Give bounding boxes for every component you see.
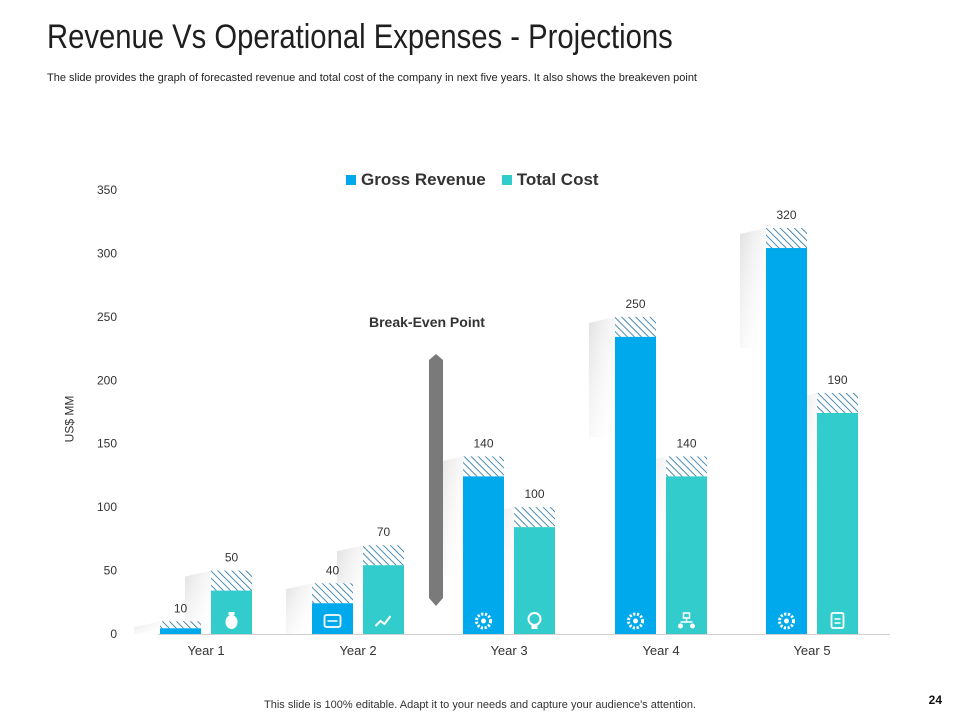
- bar-hatch-cap: [666, 456, 707, 477]
- bar-hatch-cap: [766, 228, 807, 249]
- bar-hatch-cap: [160, 621, 201, 629]
- data-label: 100: [524, 487, 544, 501]
- lightbulb-icon: [527, 612, 542, 629]
- bar-hatch-cap: [211, 570, 252, 591]
- bar-total-cost: [817, 412, 858, 634]
- bar-gross-revenue: [312, 603, 353, 634]
- gear-icon: [627, 612, 644, 630]
- bar-hatch-cap: [615, 316, 656, 337]
- data-label: 40: [326, 563, 340, 577]
- bar-shadow: [437, 456, 463, 577]
- y-tick-label: 100: [97, 500, 117, 514]
- bar-shadow: [185, 570, 211, 634]
- legend-item-gross-revenue: Gross Revenue: [346, 170, 486, 190]
- y-tick-label: 200: [97, 373, 117, 387]
- bar-shadow: [286, 583, 312, 634]
- y-tick-label: 350: [97, 183, 117, 197]
- page-title: Revenue Vs Operational Expenses - Projec…: [47, 18, 673, 56]
- footer-note: This slide is 100% editable. Adapt it to…: [264, 699, 696, 711]
- legend-item-total-cost: Total Cost: [501, 170, 599, 190]
- legend-label-total-cost: Total Cost: [516, 170, 599, 189]
- bar-gross-revenue: [766, 248, 807, 635]
- bar-shadow: [589, 316, 615, 437]
- page-number: 24: [928, 693, 942, 707]
- bar-hatch-cap: [463, 456, 504, 477]
- x-tick-label: Year 2: [339, 643, 376, 658]
- bar-gross-revenue: [463, 476, 504, 634]
- y-tick-label: 0: [110, 627, 117, 641]
- bar-hatch-cap: [817, 392, 858, 413]
- legend-swatch-gross-revenue: [346, 175, 356, 185]
- bar-shadow: [134, 621, 160, 634]
- bar-hatch-cap: [312, 583, 353, 604]
- breakeven-label: Break-Even Point: [369, 314, 485, 330]
- data-label: 140: [473, 436, 493, 450]
- data-label: 320: [776, 208, 796, 222]
- breakeven-marker: [429, 354, 443, 606]
- page-subtitle: The slide provides the graph of forecast…: [47, 72, 697, 84]
- y-axis-label: US$ MM: [62, 395, 77, 443]
- y-tick-label: 250: [97, 310, 117, 324]
- data-label: 250: [625, 297, 645, 311]
- bar-gross-revenue: [160, 628, 201, 634]
- cash-register-icon: [323, 614, 342, 628]
- data-label: 190: [827, 373, 847, 387]
- bar-gross-revenue: [615, 336, 656, 634]
- x-tick-label: Year 4: [642, 643, 679, 658]
- data-label: 50: [225, 551, 239, 565]
- x-tick-label: Year 5: [793, 643, 830, 658]
- x-tick-label: Year 3: [490, 643, 527, 658]
- clipboard-icon: [830, 612, 845, 629]
- bar-shadow: [740, 228, 766, 349]
- data-label: 10: [174, 601, 188, 615]
- cycle-gear-icon: [778, 612, 795, 630]
- bar-total-cost: [666, 476, 707, 634]
- money-bag-icon: [225, 612, 238, 629]
- y-tick-label: 50: [104, 564, 118, 578]
- x-tick-label: Year 1: [187, 643, 224, 658]
- trend-chart-icon: [374, 615, 392, 627]
- gear-icon: [475, 612, 492, 630]
- y-tick-label: 150: [97, 437, 117, 451]
- legend-swatch-total-cost: [501, 175, 512, 185]
- legend-label-gross-revenue: Gross Revenue: [361, 170, 486, 189]
- bar-total-cost: [514, 527, 555, 634]
- y-tick-label: 300: [97, 246, 117, 260]
- data-label: 70: [377, 525, 391, 539]
- chart-legend: Gross Revenue Total Cost: [346, 170, 599, 190]
- bar-hatch-cap: [514, 507, 555, 528]
- data-label: 140: [676, 436, 696, 450]
- bar-hatch-cap: [363, 545, 404, 566]
- network-icon: [678, 612, 695, 629]
